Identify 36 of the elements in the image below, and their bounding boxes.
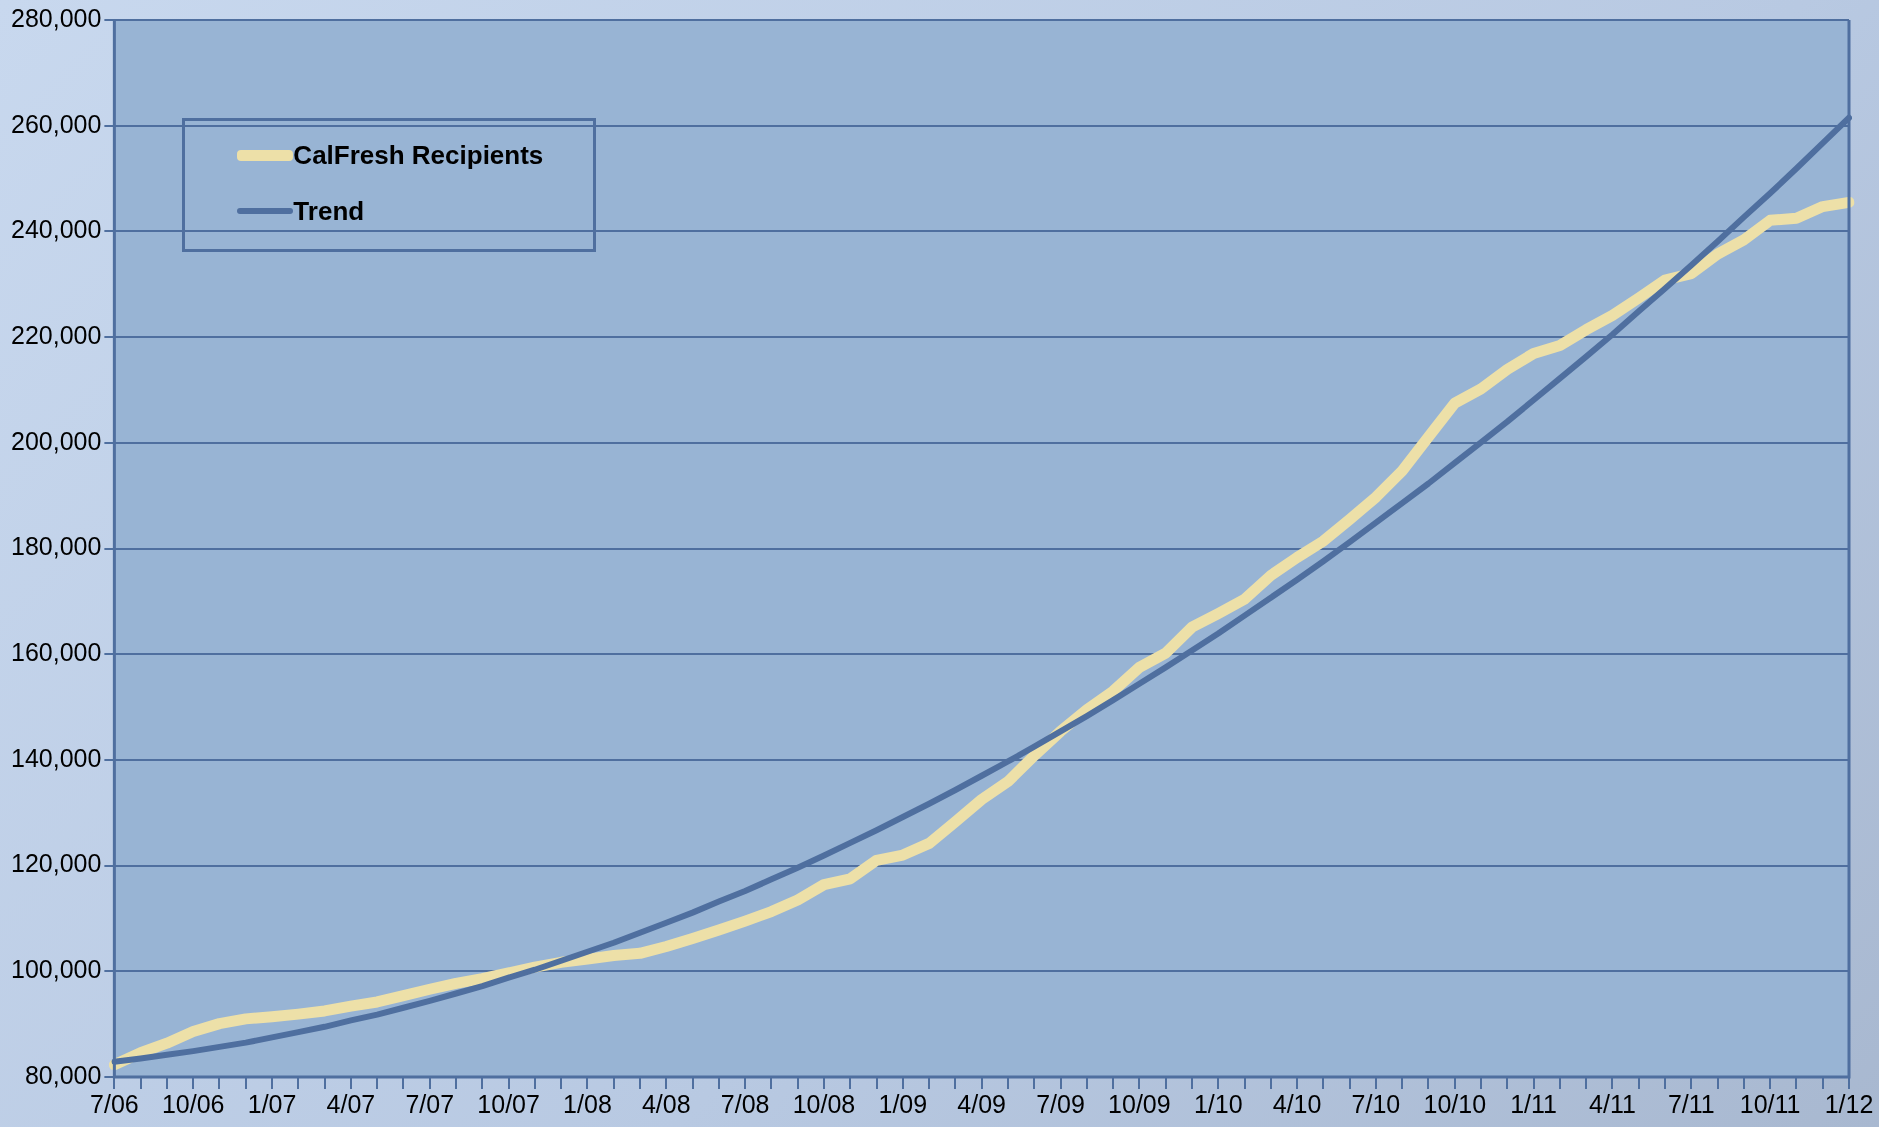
y-tick-label: 160,000 — [10, 638, 102, 667]
x-tick-label: 4/11 — [1589, 1089, 1636, 1118]
x-tick-label: 7/08 — [720, 1089, 770, 1118]
x-tick-label: 10/09 — [1108, 1089, 1171, 1118]
x-tick-label: 4/10 — [1272, 1089, 1322, 1118]
x-tick-label: 10/07 — [477, 1089, 540, 1118]
y-tick-label: 180,000 — [10, 532, 102, 561]
x-tick-label: 4/08 — [641, 1089, 691, 1118]
y-tick-label: 120,000 — [10, 849, 102, 878]
x-tick-label: 4/07 — [326, 1089, 376, 1118]
x-tick-label: 10/11 — [1739, 1089, 1801, 1118]
legend-label: Trend — [293, 195, 365, 227]
x-tick-label: 1/07 — [247, 1089, 297, 1118]
x-tick-label: 7/07 — [405, 1089, 455, 1118]
y-tick-label: 100,000 — [10, 955, 102, 984]
x-tick-label: 7/06 — [90, 1089, 139, 1118]
x-tick-label: 10/10 — [1423, 1089, 1487, 1118]
x-tick-label: 10/06 — [161, 1089, 225, 1118]
x-tick-label: 7/11 — [1667, 1089, 1715, 1118]
x-tick-label: 1/12 — [1824, 1089, 1874, 1118]
x-tick-label: 10/08 — [792, 1089, 856, 1118]
y-tick-label: 260,000 — [10, 109, 102, 138]
y-tick-label: 240,000 — [10, 215, 102, 244]
y-tick-label: 80,000 — [24, 1060, 102, 1089]
x-tick-label: 1/08 — [563, 1089, 612, 1118]
y-tick-label: 280,000 — [10, 3, 102, 32]
x-tick-label: 7/10 — [1351, 1089, 1401, 1118]
y-tick-label: 140,000 — [10, 743, 102, 772]
x-tick-label: 7/09 — [1036, 1089, 1085, 1118]
x-tick-label: 1/11 — [1510, 1089, 1558, 1118]
legend-label: CalFresh Recipients — [293, 139, 544, 171]
x-tick-label: 4/09 — [957, 1089, 1007, 1118]
y-tick-label: 220,000 — [10, 320, 102, 349]
x-tick-label: 1/10 — [1193, 1089, 1243, 1118]
y-tick-label: 200,000 — [10, 426, 102, 455]
x-tick-label: 1/09 — [878, 1089, 928, 1118]
